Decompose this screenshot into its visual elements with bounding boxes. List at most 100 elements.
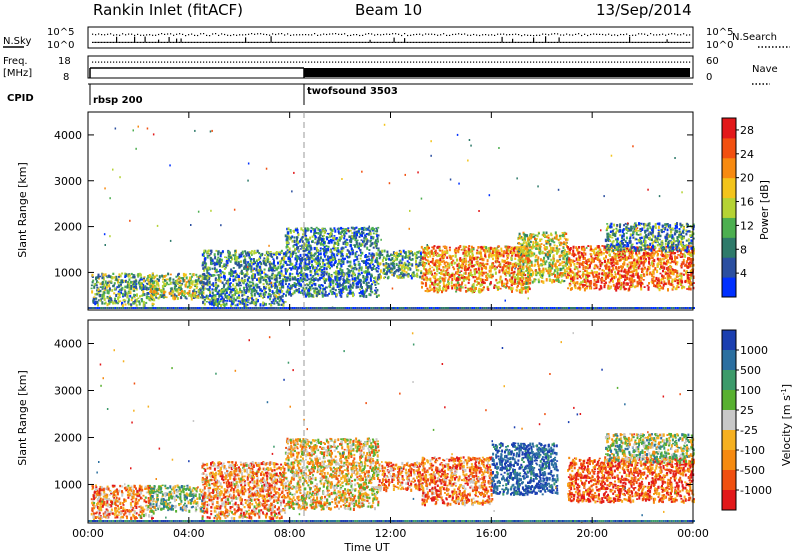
data-cell <box>306 276 309 279</box>
data-cell <box>376 253 379 256</box>
data-cell <box>163 282 166 286</box>
data-cell <box>483 286 485 289</box>
data-cell <box>431 266 434 269</box>
data-cell <box>224 293 227 297</box>
data-cell <box>145 295 148 300</box>
data-cell <box>395 251 398 255</box>
data-cell <box>374 276 377 280</box>
data-cell <box>250 258 253 261</box>
data-cell <box>273 269 276 272</box>
noise-sky-point <box>654 41 656 43</box>
noise-search-point <box>98 33 100 35</box>
noise-sky-point <box>125 41 127 43</box>
data-cell <box>329 264 332 266</box>
noise-sky-point <box>561 41 563 43</box>
noise-search-point <box>122 33 124 35</box>
data-cell <box>334 289 337 292</box>
data-cell <box>146 293 149 296</box>
data-cell <box>225 303 228 306</box>
data-cell <box>188 284 191 288</box>
noise-search-point <box>287 33 289 35</box>
nave-point <box>434 61 436 63</box>
noise-search-point <box>638 33 640 35</box>
noise-search-point <box>377 33 379 36</box>
data-cell <box>371 242 374 245</box>
data-cell <box>362 275 365 277</box>
data-cell <box>99 286 102 288</box>
data-cell <box>210 274 213 277</box>
data-cell <box>265 302 267 306</box>
data-cell <box>306 291 309 294</box>
data-cell <box>202 281 205 285</box>
noise-sky-point <box>578 41 580 43</box>
data-cell <box>332 253 335 257</box>
data-cell <box>303 258 305 261</box>
data-cell <box>342 228 344 232</box>
noise-search-point <box>668 33 670 35</box>
noise-sky-point <box>489 41 491 43</box>
data-cell <box>206 270 209 274</box>
data-cell <box>461 275 464 277</box>
data-cell <box>213 284 216 287</box>
data-cell <box>469 287 472 290</box>
data-cell <box>342 255 344 257</box>
data-cell <box>181 292 184 296</box>
data-cell <box>288 235 291 239</box>
data-cell <box>305 279 308 282</box>
data-cell <box>147 275 150 279</box>
data-cell <box>133 280 136 284</box>
data-cell <box>252 263 255 266</box>
data-cell <box>481 246 484 250</box>
data-cell <box>230 288 233 292</box>
data-cell <box>142 290 145 294</box>
data-cell <box>228 282 231 286</box>
noise-sky-point <box>549 41 551 43</box>
data-cell <box>197 295 200 297</box>
data-cell <box>446 256 449 259</box>
data-cell <box>467 263 470 267</box>
data-cell <box>237 277 240 281</box>
data-cell <box>351 251 354 253</box>
noise-search-point <box>506 34 508 36</box>
data-cell <box>235 256 238 259</box>
data-cell <box>443 262 446 265</box>
data-cell <box>145 282 148 285</box>
data-cell <box>99 293 102 298</box>
data-cell <box>278 271 281 274</box>
data-cell <box>241 250 244 254</box>
noise-search-point <box>539 34 541 36</box>
data-cell <box>360 266 363 270</box>
data-cell <box>471 285 474 289</box>
noise-search-point <box>608 33 610 35</box>
data-cell <box>402 274 404 277</box>
noise-sky-point <box>612 41 614 43</box>
data-cell <box>524 258 527 261</box>
data-cell <box>93 285 96 289</box>
data-cell <box>145 286 148 291</box>
data-cell <box>433 289 436 293</box>
data-cell <box>297 233 300 236</box>
noise-sky-point <box>308 41 310 43</box>
data-cell <box>447 278 450 281</box>
data-cell <box>324 290 327 294</box>
data-cell <box>459 285 462 289</box>
nave-point <box>572 61 574 63</box>
data-cell <box>162 296 165 299</box>
data-cell <box>435 273 438 276</box>
noise-sky-point <box>596 41 598 43</box>
data-cell <box>450 263 453 266</box>
data-cell <box>305 241 308 243</box>
data-cell <box>445 251 447 255</box>
data-cell <box>258 265 261 269</box>
data-cell <box>353 266 356 271</box>
data-cell <box>359 234 362 237</box>
data-cell <box>152 292 155 296</box>
data-cell <box>332 287 335 291</box>
cpid-segment-1-label: rbsp 200 <box>93 95 143 106</box>
data-cell <box>466 254 469 258</box>
data-cell <box>229 254 232 258</box>
data-cell <box>355 282 358 285</box>
data-cell <box>123 300 126 303</box>
data-cell <box>308 281 311 285</box>
data-cell <box>479 257 482 261</box>
